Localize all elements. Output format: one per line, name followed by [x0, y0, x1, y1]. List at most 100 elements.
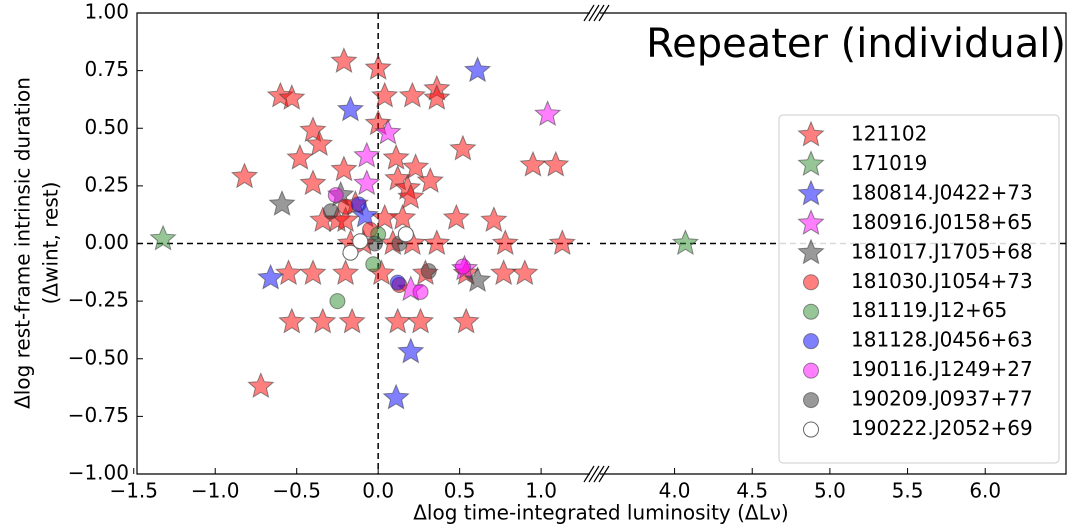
legend: 121102 171019 180814.J0422+73 180916.J0158+…: [778, 114, 1060, 464]
axis-break: [583, 4, 600, 22]
star-marker: [416, 166, 444, 193]
star-marker: [449, 134, 477, 161]
circle-marker: [322, 203, 339, 220]
star-marker: [797, 238, 825, 265]
star-marker: [330, 155, 358, 182]
star-marker: [353, 169, 381, 196]
star-marker: [797, 209, 825, 235]
star-marker: [278, 307, 306, 334]
star-marker: [338, 307, 366, 334]
star-marker: [331, 259, 360, 286]
y-tick-label: 0.25: [84, 172, 129, 196]
star-marker: [274, 259, 303, 286]
star-marker: [382, 383, 410, 410]
star-marker: [671, 229, 700, 256]
circle-marker: [803, 333, 819, 350]
star-marker: [442, 203, 470, 230]
star-marker: [797, 150, 825, 177]
legend-label: 190116.J1249+27: [851, 357, 1033, 381]
star-marker: [511, 259, 539, 286]
legend-label: 181128.J0456+63: [851, 328, 1033, 352]
x-tick-label: −1.5: [109, 479, 158, 503]
circle-marker: [366, 235, 383, 252]
x-tick-label: 5.5: [892, 479, 924, 503]
circle-marker: [397, 226, 414, 243]
y-tick-label: −1.00: [68, 461, 129, 485]
star-marker: [452, 307, 480, 334]
x-tick-label: −0.5: [272, 479, 321, 503]
star-marker: [480, 206, 508, 233]
star-marker: [353, 141, 381, 168]
star-marker: [247, 372, 275, 398]
circle-marker: [803, 421, 819, 438]
star-marker: [542, 150, 570, 177]
legend-label: 181119.J12+65: [851, 298, 1007, 322]
star-marker: [364, 53, 392, 80]
legend-label: 180814.J0422+73: [851, 180, 1033, 204]
legend-label: 180916.J0158+65: [851, 210, 1033, 234]
circle-marker: [365, 256, 382, 273]
star-marker: [305, 130, 334, 156]
circle-marker: [803, 274, 819, 291]
x-tick-label: 1.0: [525, 479, 557, 503]
star-marker: [257, 263, 285, 290]
circle-marker: [352, 233, 369, 250]
axis-break: [593, 4, 610, 22]
y-tick-label: 0.00: [84, 230, 129, 254]
legend-box: [778, 114, 1060, 464]
circle-marker: [389, 274, 406, 291]
y-tick-label: 1.00: [84, 0, 129, 24]
star-marker: [309, 307, 337, 334]
star-marker: [797, 120, 825, 147]
star-marker: [371, 81, 399, 108]
star-marker: [382, 143, 410, 170]
star-marker: [519, 150, 547, 177]
star-marker: [398, 81, 426, 108]
circle-marker: [803, 303, 819, 320]
star-marker: [406, 307, 435, 334]
star-marker: [384, 307, 412, 334]
star-marker: [336, 95, 365, 122]
circle-marker: [342, 244, 359, 261]
y-tick-label: 0.50: [84, 115, 129, 139]
star-marker: [423, 83, 451, 110]
circle-marker: [803, 362, 819, 379]
axis-break: [593, 465, 610, 483]
legend-label: 171019: [851, 151, 927, 175]
star-marker: [548, 229, 576, 256]
x-tick-label: 5.0: [814, 479, 846, 503]
legend-label: 190209.J0937+77: [851, 387, 1033, 411]
star-marker: [299, 259, 327, 286]
axis-break: [583, 465, 600, 483]
circle-marker: [803, 392, 819, 409]
circle-marker: [412, 283, 429, 300]
x-tick-label: 0.0: [362, 479, 394, 503]
legend-label: 190222.J2052+69: [851, 416, 1033, 440]
star-marker: [268, 189, 296, 216]
star-marker: [374, 118, 402, 145]
data-points: [149, 47, 700, 410]
x-tick-label: 4.0: [659, 479, 691, 503]
star-marker: [423, 229, 451, 256]
star-marker: [463, 56, 492, 83]
y-tick-label: 0.75: [84, 57, 129, 81]
star-marker: [491, 229, 519, 256]
star-marker: [230, 162, 259, 189]
y-tick-label: −0.25: [68, 288, 129, 312]
legend-label: 181017.J1705+68: [851, 239, 1033, 263]
circle-marker: [454, 258, 471, 275]
star-marker: [534, 100, 562, 126]
star-marker: [397, 337, 425, 364]
star-marker: [490, 259, 518, 286]
star-marker: [402, 153, 430, 180]
y-tick-label: −0.75: [68, 403, 129, 427]
legend-label: 121102: [851, 122, 927, 146]
star-marker: [299, 169, 327, 196]
y-axis-label: Δlog rest-frame intrinsic duration: [11, 77, 35, 409]
x-axis-label: Δlog time-integrated luminosity (ΔLν): [413, 501, 788, 525]
star-marker: [463, 266, 492, 292]
star-marker: [278, 83, 306, 110]
x-tick-label: −1.0: [191, 479, 240, 503]
x-tick-label: 4.5: [736, 479, 768, 503]
